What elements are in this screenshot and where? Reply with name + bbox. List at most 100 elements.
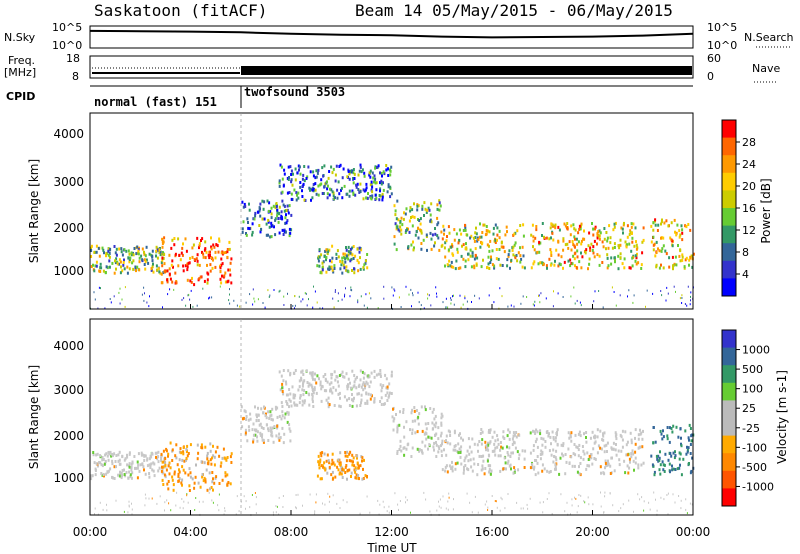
power-mark xyxy=(348,189,351,193)
power-mark xyxy=(629,266,632,270)
noise-right-tick-top: 10^5 xyxy=(707,21,737,34)
velocity-mark xyxy=(243,409,246,413)
power-mark xyxy=(413,202,415,206)
power-mark xyxy=(387,174,390,177)
velocity-mark xyxy=(476,443,479,447)
velocity-noise-mark xyxy=(445,507,447,510)
power-mark xyxy=(158,270,161,274)
power-colorbar-segment xyxy=(722,225,736,244)
power-mark xyxy=(660,222,662,226)
velocity-mark xyxy=(344,471,347,474)
power-mark xyxy=(557,264,560,268)
velocity-noise-mark xyxy=(666,494,668,496)
power-noise-mark xyxy=(681,302,683,304)
power-mark xyxy=(320,178,323,182)
velocity-colorbar-segment xyxy=(722,347,736,366)
freq-left-tick-top: 18 xyxy=(66,52,80,65)
velocity-noise-mark xyxy=(429,510,431,513)
power-mark xyxy=(223,274,226,278)
velocity-mark xyxy=(229,482,232,486)
power-mark xyxy=(182,264,185,268)
velocity-noise-mark xyxy=(584,501,586,504)
velocity-mark xyxy=(230,452,233,456)
power-mark xyxy=(495,257,498,261)
velocity-mark xyxy=(554,456,557,460)
velocity-mark xyxy=(138,469,141,473)
power-noise-mark xyxy=(279,289,281,292)
power-mark xyxy=(511,246,514,250)
velocity-mark xyxy=(510,467,512,471)
velocity-noise-mark xyxy=(377,499,379,502)
power-mark xyxy=(193,258,196,262)
velocity-mark xyxy=(432,445,435,449)
velocity-mark xyxy=(98,461,101,464)
velocity-mark xyxy=(306,381,309,384)
power-mark xyxy=(339,163,342,167)
velocity-mark xyxy=(626,440,629,444)
power-mark xyxy=(379,187,382,191)
power-mark xyxy=(279,216,282,220)
velocity-mark xyxy=(161,460,164,464)
velocity-noise-mark xyxy=(477,511,479,514)
power-mark xyxy=(375,188,378,192)
power-mark xyxy=(369,169,372,173)
power-noise-mark xyxy=(452,295,453,298)
power-noise-mark xyxy=(245,301,247,304)
velocity-mark xyxy=(480,428,483,431)
power-mark xyxy=(437,221,440,225)
power-mark xyxy=(605,231,608,234)
velocity-mark xyxy=(511,443,514,446)
power-mark xyxy=(184,237,187,241)
velocity-mark xyxy=(357,474,360,477)
power-mark xyxy=(535,225,538,228)
velocity-colorbar-tick-label: -500 xyxy=(742,461,767,474)
velocity-mark xyxy=(490,469,493,473)
velocity-mark xyxy=(512,471,515,475)
power-mark xyxy=(363,189,366,193)
velocity-mark xyxy=(628,466,631,470)
power-mark xyxy=(619,238,622,242)
power-ylabel: Slant Range [km] xyxy=(27,159,41,263)
velocity-mark xyxy=(466,467,469,471)
power-mark xyxy=(263,217,266,221)
velocity-mark xyxy=(393,417,396,421)
velocity-mark xyxy=(429,407,432,410)
power-mark xyxy=(606,266,609,270)
power-mark xyxy=(407,245,410,249)
velocity-noise-mark xyxy=(522,507,524,510)
velocity-mark xyxy=(523,457,526,461)
velocity-mark xyxy=(535,428,538,432)
velocity-mark xyxy=(107,458,110,462)
velocity-mark xyxy=(400,449,403,453)
power-mark xyxy=(219,264,221,268)
power-mark xyxy=(263,200,266,204)
power-mark xyxy=(315,192,318,196)
power-mark xyxy=(614,260,616,264)
power-noise-mark xyxy=(675,290,676,293)
power-mark xyxy=(226,280,229,284)
power-mark xyxy=(634,259,637,263)
power-noise-mark xyxy=(94,298,96,301)
velocity-mark xyxy=(107,469,110,473)
power-mark xyxy=(280,210,283,214)
power-noise-mark xyxy=(686,304,688,307)
velocity-mark xyxy=(121,474,124,478)
power-noise-mark xyxy=(351,289,353,292)
power-mark xyxy=(530,233,533,237)
velocity-mark xyxy=(441,468,444,472)
power-mark xyxy=(336,249,339,253)
power-mark xyxy=(278,184,281,188)
velocity-mark xyxy=(464,464,467,467)
velocity-mark xyxy=(499,448,502,452)
power-ytick-1000: 1000 xyxy=(53,264,84,278)
velocity-mark xyxy=(184,471,187,475)
velocity-mark xyxy=(185,448,188,451)
velocity-mark xyxy=(148,475,151,479)
velocity-mark xyxy=(588,464,591,468)
power-mark xyxy=(675,263,678,267)
velocity-mark xyxy=(532,448,535,452)
time-axis-label: Time UT xyxy=(366,541,417,554)
power-mark xyxy=(334,179,337,183)
velocity-mark xyxy=(346,454,349,458)
velocity-noise-mark xyxy=(685,498,687,501)
